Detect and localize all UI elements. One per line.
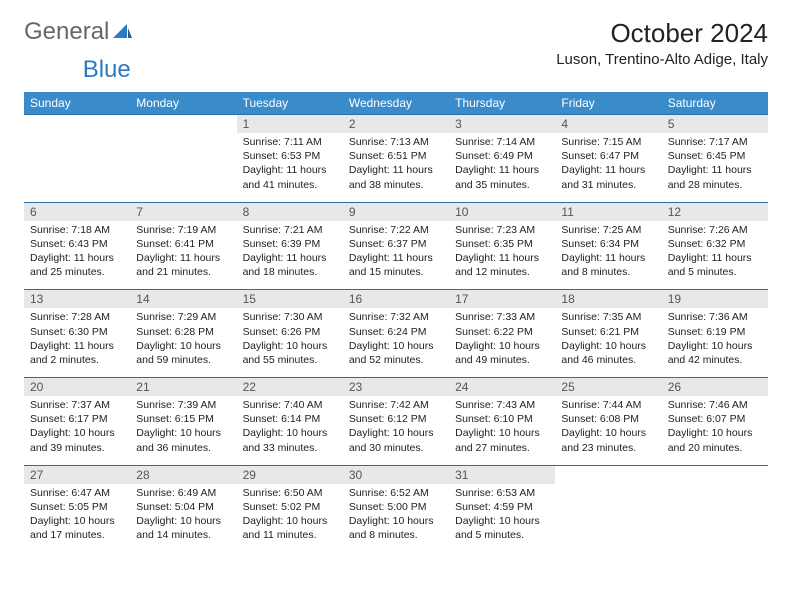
day-number-cell bbox=[662, 465, 768, 484]
weekday-wed: Wednesday bbox=[343, 92, 449, 115]
day-number-cell: 16 bbox=[343, 290, 449, 309]
day-info-cell: Sunrise: 6:53 AMSunset: 4:59 PMDaylight:… bbox=[449, 484, 555, 553]
month-title: October 2024 bbox=[556, 18, 768, 49]
day-info-cell: Sunrise: 7:46 AMSunset: 6:07 PMDaylight:… bbox=[662, 396, 768, 465]
day-number-cell: 29 bbox=[237, 465, 343, 484]
day-number-cell bbox=[24, 115, 130, 134]
day-number-cell: 18 bbox=[555, 290, 661, 309]
day-number-cell: 26 bbox=[662, 378, 768, 397]
day-info-cell: Sunrise: 7:43 AMSunset: 6:10 PMDaylight:… bbox=[449, 396, 555, 465]
logo-sail-icon bbox=[111, 22, 133, 42]
weekday-mon: Monday bbox=[130, 92, 236, 115]
info-row: Sunrise: 6:47 AMSunset: 5:05 PMDaylight:… bbox=[24, 484, 768, 553]
day-number-cell bbox=[130, 115, 236, 134]
day-info-cell: Sunrise: 7:42 AMSunset: 6:12 PMDaylight:… bbox=[343, 396, 449, 465]
day-info-cell: Sunrise: 7:33 AMSunset: 6:22 PMDaylight:… bbox=[449, 308, 555, 377]
day-info-cell: Sunrise: 7:23 AMSunset: 6:35 PMDaylight:… bbox=[449, 221, 555, 290]
day-number-cell: 24 bbox=[449, 378, 555, 397]
weekday-header-row: Sunday Monday Tuesday Wednesday Thursday… bbox=[24, 92, 768, 115]
daynum-row: 6789101112 bbox=[24, 202, 768, 221]
day-info-cell bbox=[24, 133, 130, 202]
day-number-cell bbox=[555, 465, 661, 484]
day-number-cell: 4 bbox=[555, 115, 661, 134]
day-info-cell: Sunrise: 7:14 AMSunset: 6:49 PMDaylight:… bbox=[449, 133, 555, 202]
day-info-cell: Sunrise: 6:50 AMSunset: 5:02 PMDaylight:… bbox=[237, 484, 343, 553]
day-info-cell: Sunrise: 7:40 AMSunset: 6:14 PMDaylight:… bbox=[237, 396, 343, 465]
day-info-cell: Sunrise: 7:26 AMSunset: 6:32 PMDaylight:… bbox=[662, 221, 768, 290]
day-number-cell: 5 bbox=[662, 115, 768, 134]
day-info-cell bbox=[130, 133, 236, 202]
day-number-cell: 17 bbox=[449, 290, 555, 309]
day-info-cell: Sunrise: 6:47 AMSunset: 5:05 PMDaylight:… bbox=[24, 484, 130, 553]
daynum-row: 20212223242526 bbox=[24, 378, 768, 397]
day-info-cell: Sunrise: 7:13 AMSunset: 6:51 PMDaylight:… bbox=[343, 133, 449, 202]
day-info-cell: Sunrise: 7:36 AMSunset: 6:19 PMDaylight:… bbox=[662, 308, 768, 377]
day-number-cell: 21 bbox=[130, 378, 236, 397]
info-row: Sunrise: 7:28 AMSunset: 6:30 PMDaylight:… bbox=[24, 308, 768, 377]
day-info-cell: Sunrise: 7:11 AMSunset: 6:53 PMDaylight:… bbox=[237, 133, 343, 202]
day-info-cell: Sunrise: 7:37 AMSunset: 6:17 PMDaylight:… bbox=[24, 396, 130, 465]
weekday-sat: Saturday bbox=[662, 92, 768, 115]
day-number-cell: 30 bbox=[343, 465, 449, 484]
day-number-cell: 14 bbox=[130, 290, 236, 309]
day-number-cell: 15 bbox=[237, 290, 343, 309]
info-row: Sunrise: 7:18 AMSunset: 6:43 PMDaylight:… bbox=[24, 221, 768, 290]
day-info-cell: Sunrise: 7:32 AMSunset: 6:24 PMDaylight:… bbox=[343, 308, 449, 377]
day-number-cell: 7 bbox=[130, 202, 236, 221]
day-number-cell: 28 bbox=[130, 465, 236, 484]
weekday-thu: Thursday bbox=[449, 92, 555, 115]
calendar-table: Sunday Monday Tuesday Wednesday Thursday… bbox=[24, 92, 768, 552]
day-number-cell: 11 bbox=[555, 202, 661, 221]
logo-blue: Blue bbox=[83, 56, 131, 84]
day-info-cell: Sunrise: 6:52 AMSunset: 5:00 PMDaylight:… bbox=[343, 484, 449, 553]
day-info-cell: Sunrise: 7:30 AMSunset: 6:26 PMDaylight:… bbox=[237, 308, 343, 377]
day-number-cell: 27 bbox=[24, 465, 130, 484]
day-info-cell: Sunrise: 6:49 AMSunset: 5:04 PMDaylight:… bbox=[130, 484, 236, 553]
day-info-cell: Sunrise: 7:19 AMSunset: 6:41 PMDaylight:… bbox=[130, 221, 236, 290]
day-number-cell: 22 bbox=[237, 378, 343, 397]
logo-general: General bbox=[24, 18, 109, 46]
day-number-cell: 6 bbox=[24, 202, 130, 221]
weekday-tue: Tuesday bbox=[237, 92, 343, 115]
day-number-cell: 20 bbox=[24, 378, 130, 397]
day-number-cell: 23 bbox=[343, 378, 449, 397]
day-info-cell: Sunrise: 7:18 AMSunset: 6:43 PMDaylight:… bbox=[24, 221, 130, 290]
day-info-cell: Sunrise: 7:44 AMSunset: 6:08 PMDaylight:… bbox=[555, 396, 661, 465]
day-number-cell: 13 bbox=[24, 290, 130, 309]
logo: General bbox=[24, 18, 135, 46]
weekday-sun: Sunday bbox=[24, 92, 130, 115]
day-number-cell: 3 bbox=[449, 115, 555, 134]
info-row: Sunrise: 7:11 AMSunset: 6:53 PMDaylight:… bbox=[24, 133, 768, 202]
day-number-cell: 8 bbox=[237, 202, 343, 221]
day-number-cell: 10 bbox=[449, 202, 555, 221]
day-info-cell: Sunrise: 7:21 AMSunset: 6:39 PMDaylight:… bbox=[237, 221, 343, 290]
location-text: Luson, Trentino-Alto Adige, Italy bbox=[556, 51, 768, 68]
day-info-cell bbox=[662, 484, 768, 553]
day-info-cell bbox=[555, 484, 661, 553]
day-info-cell: Sunrise: 7:17 AMSunset: 6:45 PMDaylight:… bbox=[662, 133, 768, 202]
day-info-cell: Sunrise: 7:15 AMSunset: 6:47 PMDaylight:… bbox=[555, 133, 661, 202]
daynum-row: 2728293031 bbox=[24, 465, 768, 484]
day-info-cell: Sunrise: 7:35 AMSunset: 6:21 PMDaylight:… bbox=[555, 308, 661, 377]
day-number-cell: 25 bbox=[555, 378, 661, 397]
day-number-cell: 19 bbox=[662, 290, 768, 309]
day-info-cell: Sunrise: 7:25 AMSunset: 6:34 PMDaylight:… bbox=[555, 221, 661, 290]
day-number-cell: 31 bbox=[449, 465, 555, 484]
day-info-cell: Sunrise: 7:22 AMSunset: 6:37 PMDaylight:… bbox=[343, 221, 449, 290]
day-number-cell: 9 bbox=[343, 202, 449, 221]
daynum-row: 12345 bbox=[24, 115, 768, 134]
daynum-row: 13141516171819 bbox=[24, 290, 768, 309]
day-number-cell: 2 bbox=[343, 115, 449, 134]
day-info-cell: Sunrise: 7:39 AMSunset: 6:15 PMDaylight:… bbox=[130, 396, 236, 465]
day-number-cell: 1 bbox=[237, 115, 343, 134]
day-number-cell: 12 bbox=[662, 202, 768, 221]
weekday-fri: Friday bbox=[555, 92, 661, 115]
day-info-cell: Sunrise: 7:28 AMSunset: 6:30 PMDaylight:… bbox=[24, 308, 130, 377]
day-info-cell: Sunrise: 7:29 AMSunset: 6:28 PMDaylight:… bbox=[130, 308, 236, 377]
info-row: Sunrise: 7:37 AMSunset: 6:17 PMDaylight:… bbox=[24, 396, 768, 465]
title-block: October 2024 Luson, Trentino-Alto Adige,… bbox=[556, 18, 768, 68]
